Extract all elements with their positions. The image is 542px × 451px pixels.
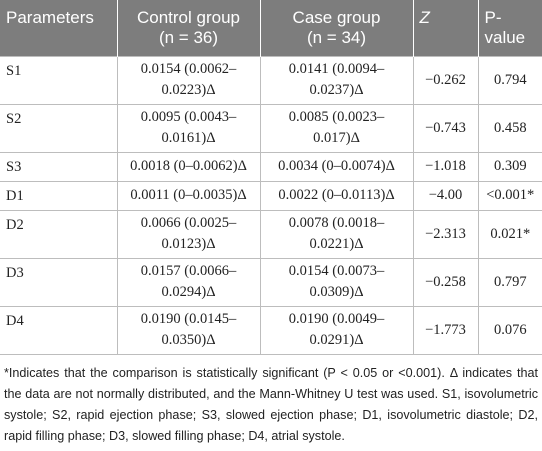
header-text: Case group xyxy=(292,8,381,27)
table-row: D3 0.0157 (0.0066–0.0294)Δ 0.0154 (0.0073–… xyxy=(0,258,542,307)
row-label: S1 xyxy=(0,56,117,105)
table-row: S1 0.0154 (0.0062–0.0223)Δ 0.0141 (0.0094–… xyxy=(0,56,542,105)
header-cell: Control group (n = 36) xyxy=(116,0,260,57)
header-cell: Parameters xyxy=(0,0,117,57)
table-cell: 0.021* xyxy=(477,210,542,259)
header-cell: Case group (n = 34) xyxy=(259,0,413,57)
header-text: (n = 36) xyxy=(158,28,219,47)
table-cell: 0.458 xyxy=(477,104,542,153)
footnote: *Indicates that the comparison is statis… xyxy=(4,366,538,443)
table-row: D1 0.0011 (0–0.0035)Δ 0.0022 (0–0.0113)Δ −4… xyxy=(0,181,542,211)
table-cell: 0.797 xyxy=(477,258,542,307)
header-text: P-value xyxy=(484,8,526,47)
table-cell: 0.0085 (0.0023–0.017)Δ xyxy=(259,104,413,153)
table-cell: 0.0011 (0–0.0035)Δ xyxy=(116,181,260,211)
table-cell: 0.0190 (0.0145–0.0350)Δ xyxy=(116,306,260,355)
table-cell: 0.0157 (0.0066–0.0294)Δ xyxy=(116,258,260,307)
header-row: Parameters Control group (n = 36) Case grou… xyxy=(0,0,542,57)
header-text: (n = 34) xyxy=(306,28,367,47)
data-table: Parameters Control group (n = 36) Case grou… xyxy=(0,0,542,355)
header-text: Z xyxy=(419,8,430,27)
row-label: D3 xyxy=(0,258,117,307)
table-cell: −1.018 xyxy=(412,152,478,182)
table-row: S2 0.0095 (0.0043–0.0161)Δ 0.0085 (0.0023–… xyxy=(0,104,542,153)
header-text: Control group xyxy=(136,8,240,27)
header-text: Parameters xyxy=(6,8,94,27)
table-row: S3 0.0018 (0–0.0062)Δ 0.0034 (0–0.0074)Δ −1… xyxy=(0,152,542,182)
table-cell: 0.0078 (0.0018–0.0221)Δ xyxy=(259,210,413,259)
row-label: S2 xyxy=(0,104,117,153)
row-label: S3 xyxy=(0,152,117,182)
table-cell: 0.0154 (0.0073–0.0309)Δ xyxy=(259,258,413,307)
table-row: D2 0.0066 (0.0025–0.0123)Δ 0.0078 (0.0018–… xyxy=(0,210,542,259)
table-cell: 0.0066 (0.0025–0.0123)Δ xyxy=(116,210,260,259)
row-label: D1 xyxy=(0,181,117,211)
row-label: D4 xyxy=(0,306,117,355)
table-cell: −0.258 xyxy=(412,258,478,307)
table-cell: 0.0190 (0.0049–0.0291)Δ xyxy=(259,306,413,355)
table-cell: 0.0022 (0–0.0113)Δ xyxy=(259,181,413,211)
table-cell: <0.001* xyxy=(477,181,542,211)
table-cell: 0.309 xyxy=(477,152,542,182)
table-cell: 0.0154 (0.0062–0.0223)Δ xyxy=(116,56,260,105)
table-cell: 0.076 xyxy=(477,306,542,355)
table-cell: 0.0034 (0–0.0074)Δ xyxy=(259,152,413,182)
table-body: S1 0.0154 (0.0062–0.0223)Δ 0.0141 (0.0094–… xyxy=(0,56,542,355)
table-cell: 0.0018 (0–0.0062)Δ xyxy=(116,152,260,182)
table-cell: 0.0141 (0.0094–0.0237)Δ xyxy=(259,56,413,105)
header-cell: P-value xyxy=(477,0,542,57)
table-cell: −1.773 xyxy=(412,306,478,355)
table-cell: −0.262 xyxy=(412,56,478,105)
table-cell: −4.00 xyxy=(412,181,478,211)
table-cell: 0.0095 (0.0043–0.0161)Δ xyxy=(116,104,260,153)
table-cell: −0.743 xyxy=(412,104,478,153)
row-label: D2 xyxy=(0,210,117,259)
header-cell: Z xyxy=(412,0,478,57)
table-row: D4 0.0190 (0.0145–0.0350)Δ 0.0190 (0.0049–… xyxy=(0,306,542,355)
table-cell: −2.313 xyxy=(412,210,478,259)
table-cell: 0.794 xyxy=(477,56,542,105)
